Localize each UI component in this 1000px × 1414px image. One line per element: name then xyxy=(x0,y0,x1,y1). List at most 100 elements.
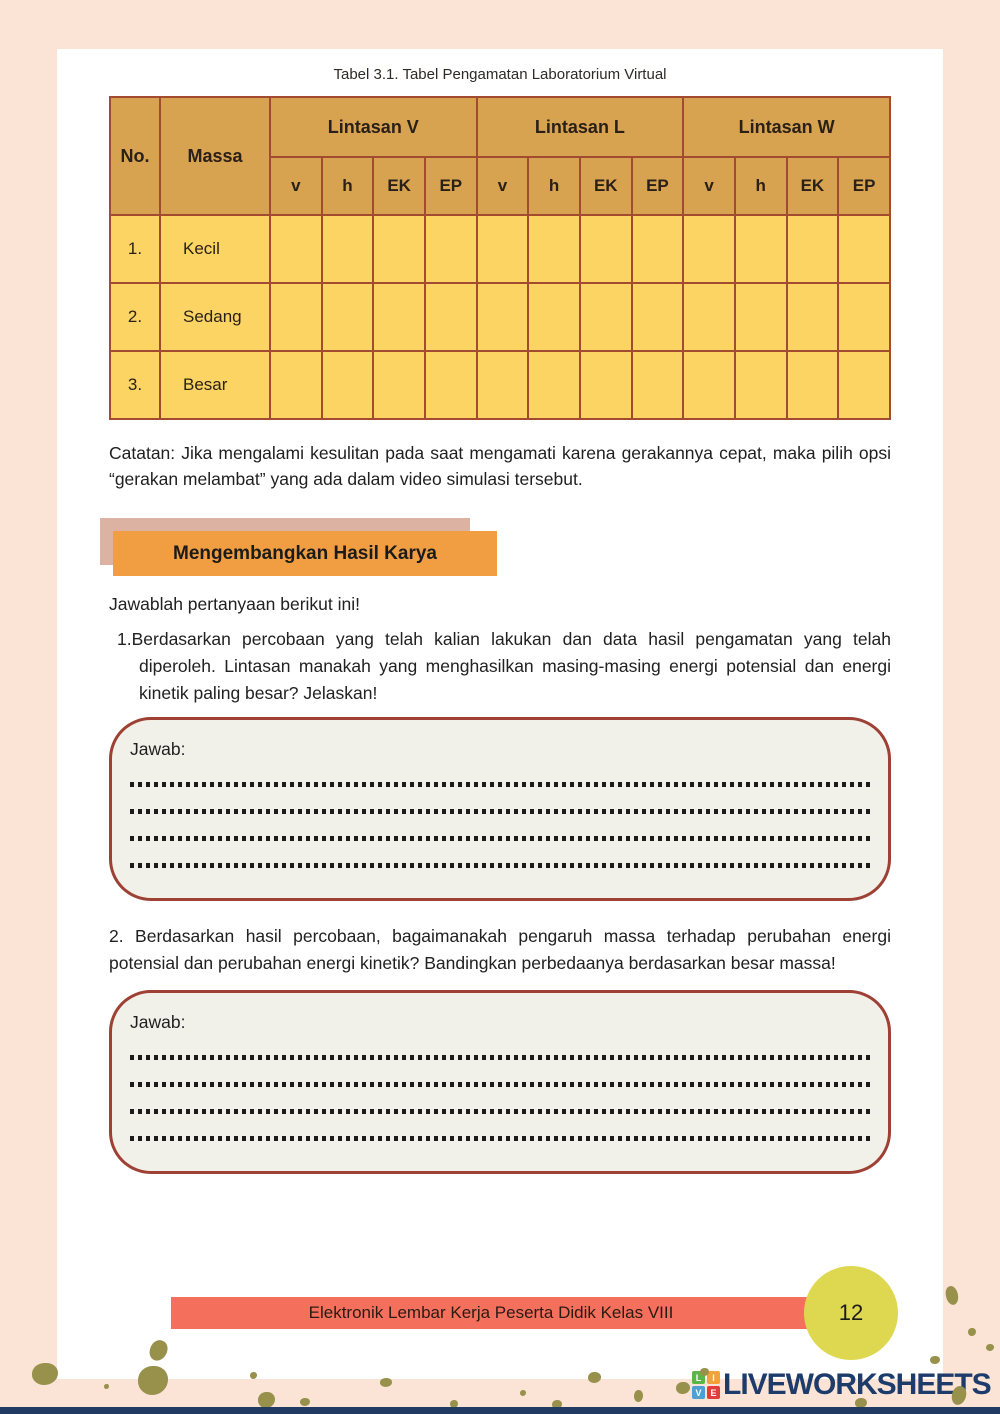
col-group-lintasan-l: Lintasan L xyxy=(475,96,685,158)
answer-cell[interactable] xyxy=(733,282,788,352)
paint-splatter xyxy=(943,1284,961,1307)
answer-cell[interactable] xyxy=(423,282,478,352)
answer-cell[interactable] xyxy=(423,350,478,420)
paint-splatter xyxy=(138,1366,168,1395)
row-number: 2. xyxy=(109,282,161,352)
paint-splatter xyxy=(930,1356,940,1364)
answer-cell[interactable] xyxy=(320,282,375,352)
paint-splatter xyxy=(32,1363,58,1385)
paint-splatter xyxy=(450,1400,458,1408)
paint-splatter xyxy=(552,1400,562,1409)
answer-line[interactable] xyxy=(130,1109,870,1114)
answer-cell[interactable] xyxy=(785,282,840,352)
question-1: 1.Berdasarkan percobaan yang telah kalia… xyxy=(109,626,891,707)
answer-cell[interactable] xyxy=(269,214,323,284)
paint-splatter xyxy=(986,1344,994,1351)
answer-cell[interactable] xyxy=(837,282,891,352)
answer-cell[interactable] xyxy=(733,350,788,420)
answer-cell[interactable] xyxy=(372,214,426,284)
answer-cell[interactable] xyxy=(475,282,530,352)
answer-cell[interactable] xyxy=(269,350,323,420)
paint-splatter xyxy=(676,1382,690,1394)
answer-line[interactable] xyxy=(130,782,870,787)
footer-title: Elektronik Lembar Kerja Peserta Didik Ke… xyxy=(171,1297,811,1329)
answer-cell[interactable] xyxy=(527,214,581,284)
subcol-h: h xyxy=(733,156,788,216)
paint-splatter xyxy=(300,1398,310,1406)
subcol-v: v xyxy=(682,156,736,216)
answer-cell[interactable] xyxy=(837,350,891,420)
col-header-massa: Massa xyxy=(159,96,271,216)
instruction-text: Jawablah pertanyaan berikut ini! xyxy=(109,594,360,614)
col-header-no: No. xyxy=(109,96,161,216)
subcol-ep: EP xyxy=(630,156,685,216)
liveworksheets-logo: L I V E LIVEWORKSHEETS xyxy=(692,1368,992,1402)
paint-splatter xyxy=(520,1390,526,1396)
answer-cell[interactable] xyxy=(475,214,530,284)
answer-cell[interactable] xyxy=(837,214,891,284)
liveworksheets-logo-icon: L I V E xyxy=(692,1371,720,1399)
answer-cell[interactable] xyxy=(630,350,685,420)
answer-cell[interactable] xyxy=(733,214,788,284)
answer-cell[interactable] xyxy=(372,282,426,352)
paint-splatter xyxy=(634,1390,643,1402)
answer-line[interactable] xyxy=(130,1136,870,1141)
question-1-text: Berdasarkan percobaan yang telah kalian … xyxy=(131,629,891,703)
answer-box-2: Jawab: xyxy=(109,990,891,1174)
answer-cell[interactable] xyxy=(320,350,375,420)
answer-line[interactable] xyxy=(130,836,870,841)
col-group-lintasan-w: Lintasan W xyxy=(682,96,891,158)
row-massa: Besar xyxy=(159,350,271,420)
answer-line[interactable] xyxy=(130,1055,870,1060)
answer-box-1: Jawab: xyxy=(109,717,891,901)
answer-cell[interactable] xyxy=(578,214,633,284)
row-massa: Kecil xyxy=(159,214,271,284)
subcol-h: h xyxy=(527,156,581,216)
answer-cell[interactable] xyxy=(578,350,633,420)
subcol-ek: EK xyxy=(372,156,426,216)
logo-square-v: V xyxy=(692,1386,705,1399)
subcol-v: v xyxy=(269,156,323,216)
answer-cell[interactable] xyxy=(785,350,840,420)
answer-line[interactable] xyxy=(130,809,870,814)
observation-table: No. Massa Lintasan V Lintasan L Lintasan… xyxy=(109,96,891,420)
answer-cell[interactable] xyxy=(785,214,840,284)
subcol-ep: EP xyxy=(837,156,891,216)
answer-cell[interactable] xyxy=(682,282,736,352)
row-number: 3. xyxy=(109,350,161,420)
logo-square-e: E xyxy=(707,1386,720,1399)
section-title: Mengembangkan Hasil Karya xyxy=(113,531,497,576)
paint-splatter xyxy=(855,1398,867,1408)
content-panel: Tabel 3.1. Tabel Pengamatan Laboratorium… xyxy=(57,49,943,1379)
paint-splatter xyxy=(968,1328,976,1336)
answer-cell[interactable] xyxy=(630,214,685,284)
answer-cell[interactable] xyxy=(423,214,478,284)
answer-cell[interactable] xyxy=(475,350,530,420)
answer-line[interactable] xyxy=(130,1082,870,1087)
table-caption: Tabel 3.1. Tabel Pengamatan Laboratorium… xyxy=(333,66,667,83)
answer-cell[interactable] xyxy=(527,282,581,352)
answer-line[interactable] xyxy=(130,863,870,868)
question-2-text: Berdasarkan hasil percobaan, bagaimanaka… xyxy=(109,926,891,973)
answer-label-1: Jawab: xyxy=(130,739,186,759)
answer-cell[interactable] xyxy=(372,350,426,420)
paint-splatter xyxy=(104,1384,109,1389)
answer-cell[interactable] xyxy=(269,282,323,352)
logo-square-i: I xyxy=(707,1371,720,1384)
answer-cell[interactable] xyxy=(682,214,736,284)
bottom-navy-strip xyxy=(0,1407,1000,1414)
table-row: 1. Kecil xyxy=(109,214,891,284)
table-row: 3. Besar xyxy=(109,350,891,420)
answer-cell[interactable] xyxy=(578,282,633,352)
paint-splatter xyxy=(258,1392,275,1408)
answer-cell[interactable] xyxy=(630,282,685,352)
subcol-ep: EP xyxy=(423,156,478,216)
subcol-v: v xyxy=(475,156,530,216)
answer-cell[interactable] xyxy=(320,214,375,284)
answer-cell[interactable] xyxy=(527,350,581,420)
paint-splatter xyxy=(700,1368,709,1376)
subcol-ek: EK xyxy=(785,156,840,216)
answer-label-2: Jawab: xyxy=(130,1012,186,1032)
answer-cell[interactable] xyxy=(682,350,736,420)
